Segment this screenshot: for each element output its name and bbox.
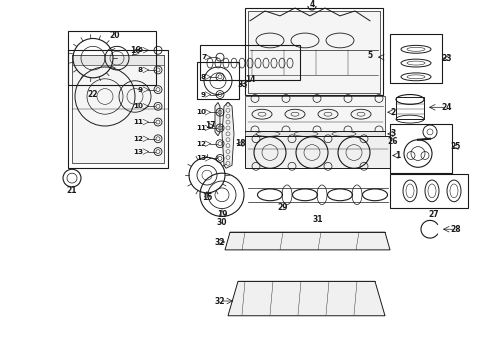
Polygon shape: [225, 232, 390, 250]
Text: 10: 10: [196, 109, 206, 115]
Text: 26: 26: [388, 137, 398, 146]
Text: 2: 2: [391, 108, 395, 117]
Text: 9: 9: [138, 87, 143, 93]
Text: 7: 7: [201, 54, 206, 60]
Text: 23: 23: [442, 54, 452, 63]
Text: 10: 10: [133, 103, 143, 109]
Text: 15: 15: [202, 193, 212, 202]
Text: 6: 6: [138, 47, 143, 53]
Polygon shape: [245, 131, 385, 136]
Bar: [245, 8, 383, 95]
Text: 27: 27: [429, 210, 440, 219]
Text: 31: 31: [313, 215, 323, 224]
Polygon shape: [215, 102, 220, 136]
Text: 9: 9: [201, 91, 206, 98]
Text: 3: 3: [391, 129, 395, 138]
Text: 28: 28: [451, 225, 461, 234]
Text: 5: 5: [368, 51, 372, 60]
Text: 32: 32: [215, 238, 225, 247]
Bar: [197, 62, 239, 99]
Bar: [390, 124, 452, 173]
Polygon shape: [245, 136, 390, 168]
Text: 13: 13: [133, 149, 143, 154]
Text: 32: 32: [215, 297, 225, 306]
Text: 12: 12: [133, 136, 143, 142]
Text: 20: 20: [110, 31, 120, 40]
Text: 14: 14: [245, 75, 255, 84]
Text: 11: 11: [196, 125, 206, 131]
Polygon shape: [228, 282, 385, 316]
Bar: [200, 45, 300, 80]
Polygon shape: [72, 55, 164, 163]
Text: 21: 21: [67, 186, 77, 195]
Text: 8: 8: [138, 67, 143, 73]
Text: 29: 29: [278, 203, 288, 212]
Text: 16: 16: [130, 46, 140, 55]
Polygon shape: [72, 55, 164, 65]
Text: 19: 19: [217, 210, 227, 219]
Polygon shape: [222, 102, 234, 168]
Text: 30: 30: [217, 218, 227, 227]
Text: 22: 22: [88, 90, 98, 99]
Text: 13: 13: [196, 156, 206, 161]
Bar: [68, 31, 156, 85]
Text: 18: 18: [235, 139, 245, 148]
Bar: [396, 98, 424, 119]
Polygon shape: [245, 96, 385, 132]
Bar: [68, 50, 168, 168]
Text: 8: 8: [201, 74, 206, 80]
Bar: [390, 33, 442, 83]
Text: 11: 11: [133, 119, 143, 125]
Text: 17: 17: [205, 121, 215, 130]
Bar: [390, 174, 468, 208]
Text: 4: 4: [309, 0, 315, 9]
Text: 12: 12: [196, 141, 206, 147]
Text: 24: 24: [442, 103, 452, 112]
Text: 33: 33: [238, 80, 248, 89]
Polygon shape: [248, 11, 380, 93]
Text: 1: 1: [395, 151, 401, 160]
Text: 25: 25: [451, 142, 461, 151]
